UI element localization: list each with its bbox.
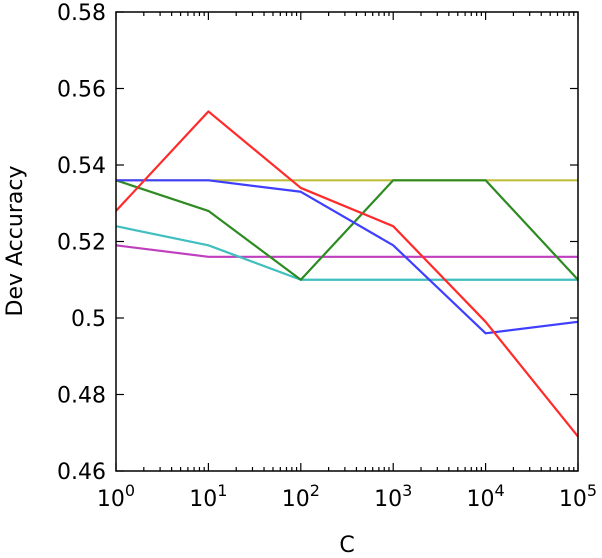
- y-axis-label: Dev Accuracy: [3, 166, 28, 317]
- series-line-2: [115, 244, 578, 258]
- x-tick-label: 101: [189, 481, 227, 512]
- y-tick-label: 0.5: [71, 307, 106, 332]
- x-tick-label: 105: [559, 481, 597, 512]
- series-line-5: [116, 179, 579, 335]
- series-layer: [115, 110, 579, 438]
- y-tick-label: 0.54: [57, 154, 106, 179]
- x-tick-label: 104: [467, 481, 505, 512]
- x-tick-label: 102: [282, 481, 320, 512]
- y-tick-label: 0.58: [57, 1, 106, 26]
- series-line-3: [115, 225, 578, 281]
- x-tick-label: 103: [374, 481, 412, 512]
- tick-layer: [115, 11, 579, 472]
- y-tick-labels: 0.46 0.48 0.5 0.52 0.54 0.56 0.58: [57, 1, 106, 485]
- y-tick-label: 0.56: [57, 78, 106, 103]
- series-line-4: [115, 179, 579, 281]
- y-tick-label: 0.48: [57, 384, 106, 409]
- x-tick-labels: 100 101 102 103 104 105: [97, 481, 597, 512]
- y-tick-label: 0.46: [57, 460, 106, 485]
- x-tick-label: 100: [97, 481, 135, 512]
- x-axis-label: C: [339, 533, 354, 558]
- y-tick-label: 0.52: [57, 231, 106, 256]
- series-line-6: [115, 110, 579, 438]
- plot-area: [115, 11, 579, 472]
